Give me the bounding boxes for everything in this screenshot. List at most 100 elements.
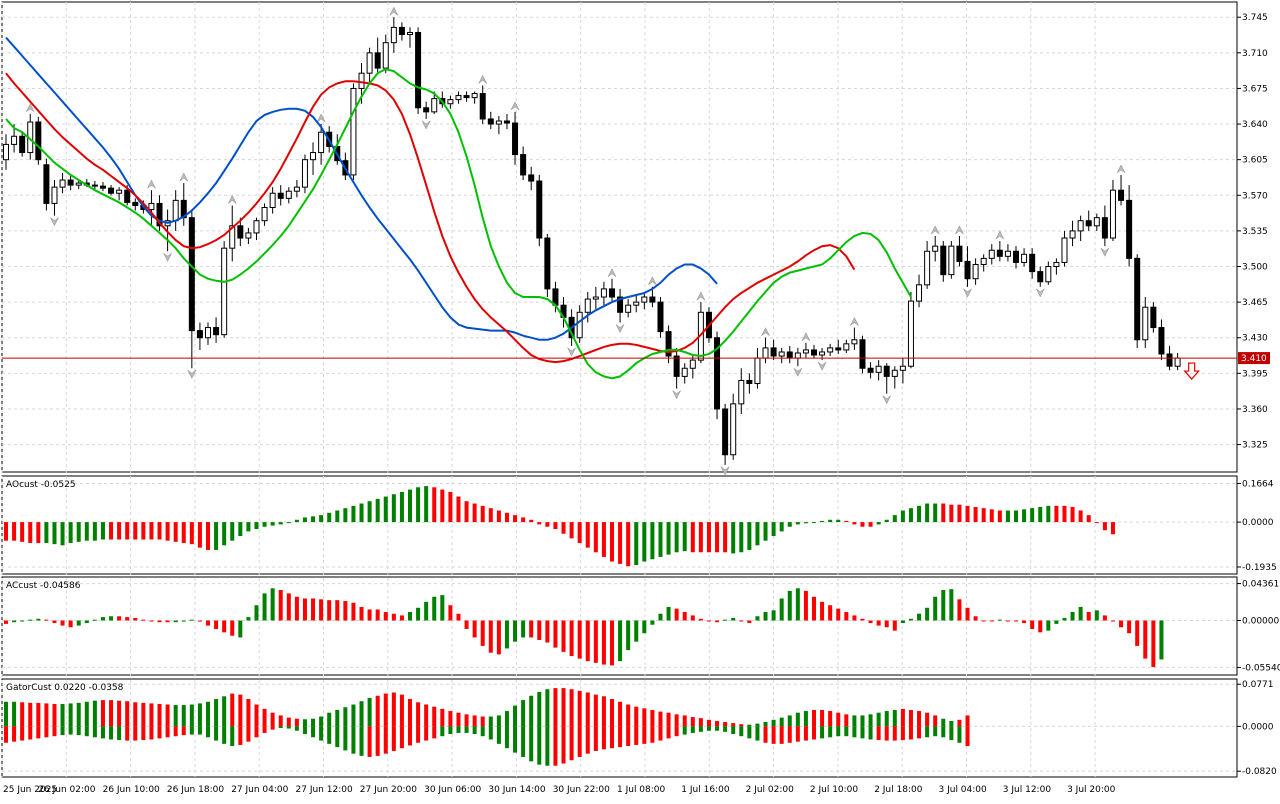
ac-bar [173,620,178,623]
gator-lower-bar [521,726,526,757]
candle-body [1013,250,1019,263]
ao-bar [820,520,825,523]
gator-lower-bar [456,726,461,733]
ac-bar [513,620,518,642]
candle-body [835,347,842,351]
ao-bar [803,522,808,524]
gator-upper-bar [561,688,566,727]
gator-lower-bar [391,726,396,751]
ac-bar [36,618,41,621]
candle-body [980,257,987,265]
candle-body [293,186,300,192]
green-line [5,68,912,380]
ac-bar [836,608,841,621]
gator-lower-bar [908,726,913,740]
gator-upper-bar [836,712,841,727]
candle-body [625,304,632,313]
ac-panel-label: ACcust -0.04586 [6,581,81,591]
ao-bar [682,522,687,552]
ac-bar [529,620,534,638]
ao-bar [149,522,154,540]
ac-bar [52,620,57,624]
gator-lower-bar [690,726,695,733]
time-tick-label: 27 Jun 20:00 [360,785,417,795]
gator-lower-bar [52,726,57,737]
gator-upper-bar [803,711,808,727]
gator-lower-bar [844,726,849,737]
ac-bar [601,620,606,665]
ac-bar [504,620,509,649]
candle-body [374,52,381,69]
gator-lower-bar [949,726,954,741]
gator-lower-bar [68,726,73,735]
time-tick-label: 3 Jul 12:00 [1003,785,1052,795]
ac-bar [327,600,332,621]
ac-bar [254,605,259,621]
gator-lower-bar [327,726,332,744]
candle-body [245,232,252,239]
price-tick-label: 3.500 [1242,263,1268,273]
ao-bar [488,508,493,523]
gator-upper-bar [618,701,623,727]
ao-bar [577,522,582,543]
candle-body [544,237,551,290]
ac-bar [803,590,808,621]
ac-bar [1030,620,1035,629]
gator-upper-bar [504,711,509,727]
gator-lower-bar [311,726,316,738]
candle-body [358,72,365,89]
ac-bar [488,620,493,653]
price-tick-label: 3.640 [1242,120,1268,130]
gator-upper-bar [715,720,720,727]
gator-lower-bar [917,726,922,739]
candle-body [196,330,203,339]
gator-upper-bar [593,694,598,727]
ao-bar [601,522,606,557]
ao-bar [230,522,235,541]
gator-upper-bar [610,699,614,727]
gator-lower-bar [626,726,631,747]
candle-body [1053,261,1060,268]
ac-bar [634,620,639,642]
ao-bar [206,522,210,550]
gator-lower-bar [965,726,970,747]
ac-bar [335,600,340,621]
candle-body [722,408,729,456]
ao-bar [650,522,655,560]
candle-body [641,296,648,303]
ao-bar [787,522,792,527]
ac-bar [545,620,550,643]
gator-lower-bar [561,726,566,764]
ao-bar [997,510,1002,523]
ac-bar [1086,612,1091,621]
gator-lower-bar [359,726,364,756]
ac-bar [989,620,994,622]
fractal-up-marker [1116,164,1126,174]
gator-lower-bar [803,726,808,741]
ao-bar [1102,522,1107,531]
gator-lower-bar [4,726,8,743]
gator-upper-bar [76,702,81,727]
ac-bar [375,609,380,621]
gator-upper-bar [424,704,429,727]
fractal-down-marker [672,390,681,400]
gator-lower-bar [125,726,130,741]
gator-lower-bar [666,726,671,739]
gator-lower-bar [351,726,356,754]
gator-upper-bar [84,701,89,727]
gator-upper-bar [642,708,647,727]
ac-bar [416,607,421,621]
gator-upper-bar [828,711,833,727]
candle-body [229,225,236,249]
gator-lower-bar [925,726,930,738]
ao-bar [480,505,485,523]
candle-body [714,337,721,410]
candle-body [108,187,115,194]
candle-body [172,199,179,222]
gator-upper-bar [868,714,873,727]
gator-upper-bar [771,719,776,727]
gator-lower-bar [569,726,574,761]
gator-lower-bar [294,726,299,731]
ao-bar [626,522,631,567]
